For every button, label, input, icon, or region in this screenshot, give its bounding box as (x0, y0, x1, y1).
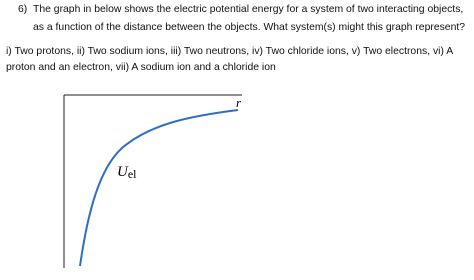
x-label: r (236, 95, 242, 110)
question-line: as a function of the distance between th… (33, 22, 466, 33)
choices-line: i) Two protons, ii) Two sodium ions, iii… (6, 46, 454, 57)
y-label: Uel (117, 164, 137, 181)
question-line: The graph in below shows the electric po… (33, 4, 464, 15)
choices-line: proton and an electron, vii) A sodium io… (6, 62, 276, 73)
question-number: 6) (18, 4, 28, 15)
y-label-main: U (117, 164, 129, 180)
curve (79, 109, 239, 267)
y-label-subscript: el (128, 167, 137, 181)
